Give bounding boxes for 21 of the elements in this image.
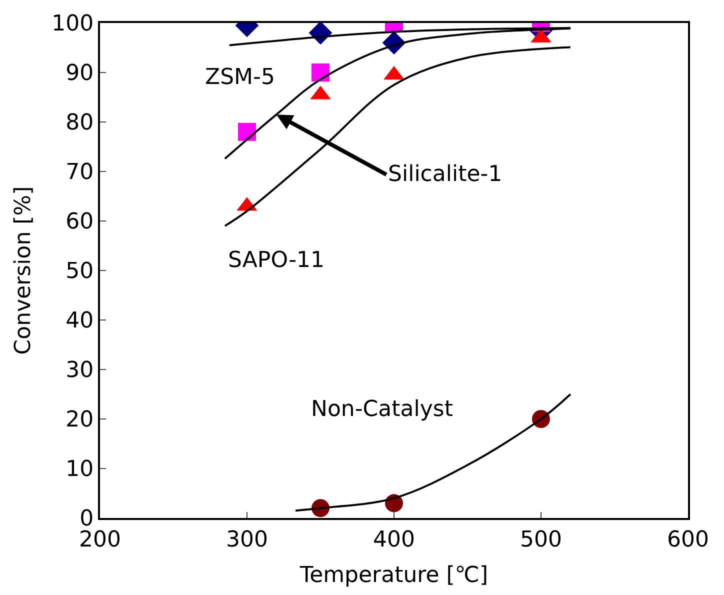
x-tick-label: 600 (667, 527, 709, 552)
x-tick-label: 200 (79, 527, 121, 552)
y-tick-label: 80 (66, 110, 94, 136)
annotation: Silicalite-1 (388, 162, 502, 187)
y-tick-label: 30 (66, 358, 94, 384)
x-tick-label: 300 (226, 527, 268, 552)
annotation: Non-Catalyst (311, 397, 454, 422)
y-tick-label: 70 (66, 160, 94, 186)
annotation: ZSM-5 (205, 65, 275, 90)
y-tick-label: 100 (52, 12, 94, 37)
y-tick-label: 90 (66, 61, 94, 86)
y-tick-label: 60 (66, 210, 94, 235)
y-tick-label: 50 (66, 259, 94, 284)
y-tick-label: 20 (66, 408, 94, 433)
y-tick-label: 40 (66, 308, 94, 334)
annotation: SAPO-11 (228, 248, 325, 273)
x-axis-title: Temperature [℃] (298, 562, 488, 588)
y-axis-title: Conversion [%] (10, 186, 36, 355)
x-tick-label: 400 (373, 527, 415, 552)
y-tick-label: 10 (66, 457, 94, 482)
x-tick-label: 500 (520, 527, 562, 552)
